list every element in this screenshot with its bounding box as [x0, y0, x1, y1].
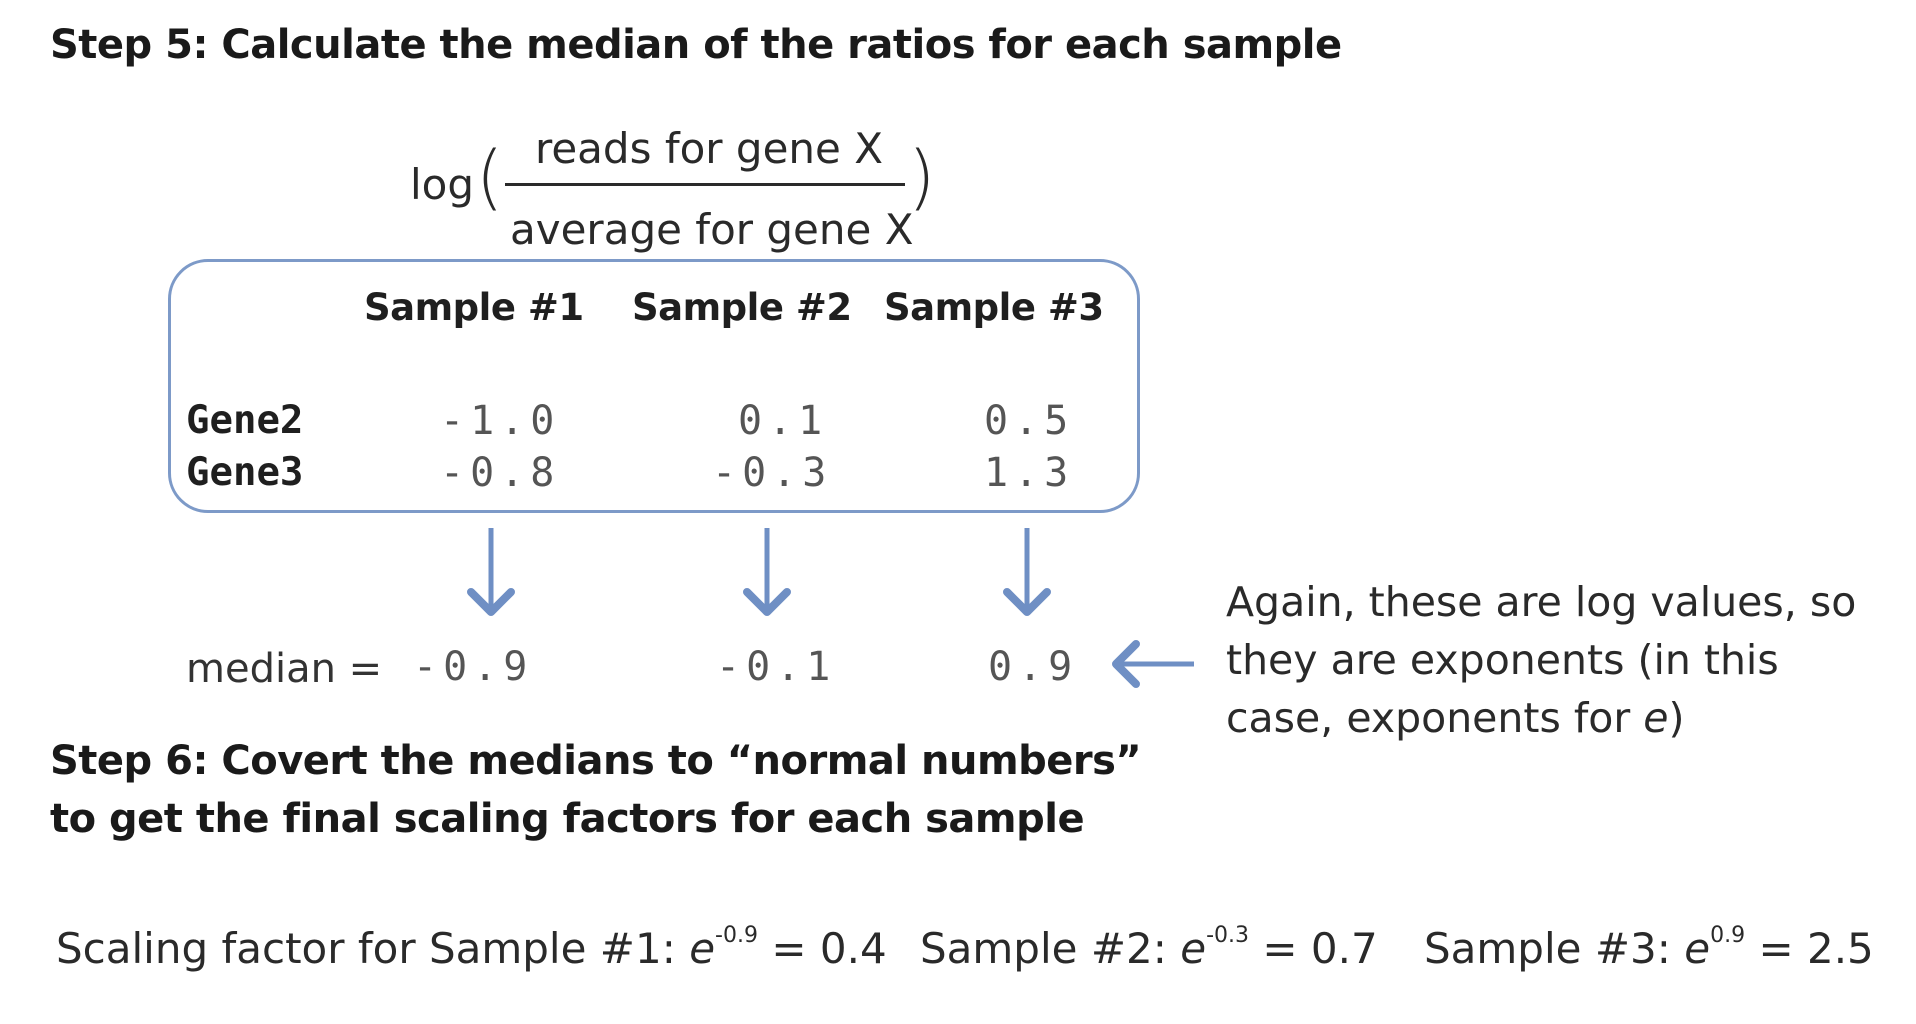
- scaling-prefix: Sample #2:: [920, 924, 1181, 973]
- ratio-table-box: [168, 259, 1140, 513]
- note-line-2: they are exponents (in this: [1226, 636, 1779, 684]
- open-paren: (: [476, 136, 504, 218]
- close-paren: ): [908, 136, 936, 218]
- e-base: e: [1684, 924, 1711, 973]
- scaling-prefix: Sample #3:: [1424, 924, 1685, 973]
- table-cell: -0.8: [440, 450, 561, 496]
- scaling-result: = 2.5: [1745, 924, 1874, 973]
- formula-denominator: average for gene X: [510, 205, 914, 254]
- column-header-sample-3: Sample #3: [884, 286, 1104, 329]
- table-cell: 0.5: [984, 398, 1075, 444]
- exponent: -0.9: [715, 923, 758, 948]
- median-label: median =: [186, 646, 383, 692]
- table-cell: -1.0: [440, 398, 561, 444]
- table-cell: 1.3: [984, 450, 1075, 496]
- fraction-bar: [505, 183, 905, 186]
- scaling-prefix: Scaling factor for Sample #1:: [56, 924, 690, 973]
- column-header-sample-1: Sample #1: [364, 286, 584, 329]
- median-value-sample-2: -0.1: [716, 644, 837, 690]
- row-label-gene2: Gene2: [186, 398, 304, 443]
- table-cell: -0.3: [712, 450, 833, 496]
- log-label: log: [410, 160, 475, 209]
- scaling-factor-sample-1: Scaling factor for Sample #1: e-0.9 = 0.…: [56, 923, 887, 973]
- note-line-3-suffix: ): [1668, 694, 1685, 742]
- column-header-sample-2: Sample #2: [632, 286, 852, 329]
- formula-numerator: reads for gene X: [535, 124, 883, 173]
- exponent: 0.9: [1710, 923, 1746, 948]
- e-base: e: [689, 924, 716, 973]
- step6-title-line-1: Step 6: Covert the medians to “normal nu…: [50, 738, 1142, 784]
- scaling-result: = 0.4: [757, 924, 887, 973]
- note-line-3: case, exponents for e): [1226, 694, 1685, 742]
- row-label-gene3: Gene3: [186, 450, 304, 495]
- note-line-1: Again, these are log values, so: [1226, 578, 1857, 626]
- median-value-sample-1: -0.9: [413, 644, 534, 690]
- step6-title-line-2: to get the final scaling factors for eac…: [50, 796, 1085, 842]
- e-base: e: [1180, 924, 1207, 973]
- median-value-sample-3: 0.9: [988, 644, 1079, 690]
- note-line-3-prefix: case, exponents for: [1226, 694, 1644, 742]
- scaling-factor-sample-3: Sample #3: e0.9 = 2.5: [1424, 923, 1874, 973]
- scaling-factor-sample-2: Sample #2: e-0.3 = 0.7: [920, 923, 1378, 973]
- note-e-symbol: e: [1643, 694, 1669, 742]
- exponent: -0.3: [1206, 923, 1250, 948]
- table-cell: 0.1: [738, 398, 829, 444]
- scaling-result: = 0.7: [1249, 924, 1378, 973]
- step5-title: Step 5: Calculate the median of the rati…: [50, 22, 1342, 68]
